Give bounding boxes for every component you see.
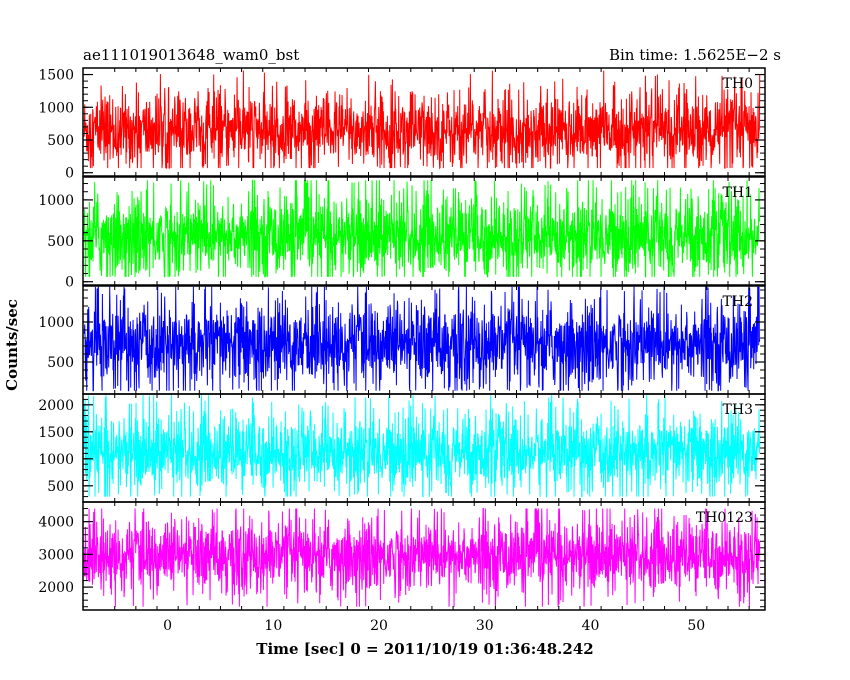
y-tick-label: 500 bbox=[47, 479, 74, 495]
y-tick-label: 500 bbox=[47, 234, 74, 250]
panel-th0: 0 500 1000 1500 TH0 bbox=[38, 67, 766, 182]
y-tick-label: 1000 bbox=[38, 193, 74, 209]
series-th0123-trace bbox=[83, 508, 761, 607]
y-tick-label: 1000 bbox=[38, 315, 74, 331]
y-tick-label: 500 bbox=[47, 355, 74, 371]
x-tick-label: 20 bbox=[370, 618, 388, 634]
panel-frame bbox=[82, 67, 766, 177]
panel-th3: 500 1000 1500 2000 TH3 bbox=[38, 393, 766, 503]
y-tick-label: 0 bbox=[65, 275, 74, 291]
panel-frame bbox=[82, 501, 766, 611]
panel-label-th3: TH3 bbox=[723, 402, 753, 418]
panel-frame bbox=[82, 176, 766, 286]
panel-th1: 0 500 1000 TH1 bbox=[38, 176, 766, 291]
panel-label-th1: TH1 bbox=[723, 185, 753, 201]
x-tick-label: 40 bbox=[582, 618, 600, 634]
series-th3-trace bbox=[83, 395, 761, 498]
y-tick-label: 3000 bbox=[38, 547, 74, 563]
series-th2-trace bbox=[83, 286, 761, 392]
y-tick-label: 1500 bbox=[38, 68, 74, 84]
panel-label-th0: TH0 bbox=[723, 76, 753, 92]
series-th1-trace bbox=[83, 179, 761, 278]
x-tick-label: 50 bbox=[687, 618, 705, 634]
x-tick-label: 0 bbox=[163, 618, 172, 634]
y-tick-label: 4000 bbox=[38, 515, 74, 531]
y-tick-label: 500 bbox=[47, 133, 74, 149]
y-tick-label: 0 bbox=[65, 166, 74, 182]
y-tick-label: 1000 bbox=[38, 100, 74, 116]
y-axis-label: Counts/sec bbox=[3, 299, 21, 391]
y-tick-label: 2000 bbox=[38, 398, 74, 414]
series-th0-trace bbox=[83, 70, 761, 170]
x-tick-label: 10 bbox=[264, 618, 282, 634]
panel-th2: 500 1000 TH2 bbox=[38, 285, 766, 395]
chart-title: ae111019013648_wam0_bst bbox=[83, 46, 299, 64]
panel-label-th0123: TH0123 bbox=[696, 510, 753, 526]
y-tick-label: 1000 bbox=[38, 452, 74, 468]
x-tick-label: 30 bbox=[476, 618, 494, 634]
y-tick-label: 2000 bbox=[38, 580, 74, 596]
panel-th0123: 2000 3000 4000 TH0123 bbox=[38, 501, 766, 611]
x-axis-label: Time [sec] 0 = 2011/10/19 01:36:48.242 bbox=[256, 640, 593, 658]
y-tick-label: 1500 bbox=[38, 425, 74, 441]
bin-time-label: Bin time: 1.5625E−2 s bbox=[609, 46, 781, 64]
panel-label-th2: TH2 bbox=[723, 294, 753, 310]
